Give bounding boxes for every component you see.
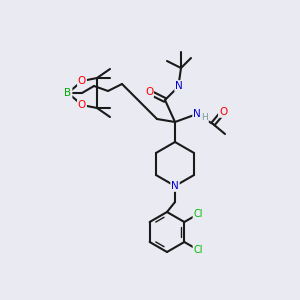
Text: O: O bbox=[145, 87, 153, 97]
Text: N: N bbox=[171, 181, 179, 191]
Text: H: H bbox=[202, 113, 208, 122]
Text: O: O bbox=[78, 76, 86, 86]
Text: B: B bbox=[64, 88, 72, 98]
Text: O: O bbox=[219, 107, 227, 117]
Text: N: N bbox=[193, 109, 201, 119]
Text: Cl: Cl bbox=[194, 209, 203, 219]
Text: N: N bbox=[175, 81, 183, 91]
Text: O: O bbox=[78, 100, 86, 110]
Text: Cl: Cl bbox=[194, 245, 203, 255]
